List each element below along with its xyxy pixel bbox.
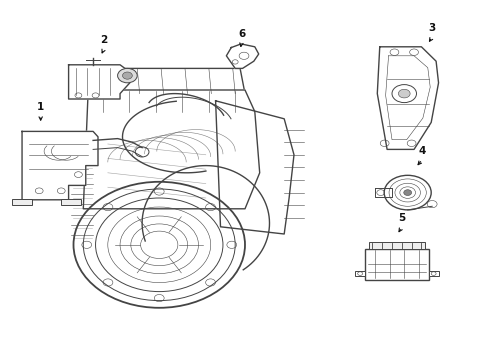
Circle shape — [122, 72, 132, 79]
FancyBboxPatch shape — [12, 199, 32, 205]
Polygon shape — [375, 188, 392, 197]
Text: 4: 4 — [418, 146, 426, 156]
Polygon shape — [226, 44, 259, 68]
Polygon shape — [377, 47, 439, 149]
Text: 2: 2 — [100, 35, 107, 45]
FancyBboxPatch shape — [355, 271, 365, 276]
FancyBboxPatch shape — [365, 249, 429, 280]
Text: 1: 1 — [37, 102, 44, 112]
Text: 3: 3 — [429, 23, 436, 33]
Text: 6: 6 — [238, 28, 245, 39]
Polygon shape — [22, 131, 98, 200]
Polygon shape — [69, 65, 130, 99]
Circle shape — [384, 175, 431, 210]
Polygon shape — [216, 101, 294, 234]
Polygon shape — [105, 68, 245, 94]
Circle shape — [404, 190, 412, 195]
FancyBboxPatch shape — [61, 199, 81, 205]
Circle shape — [398, 89, 410, 98]
Polygon shape — [83, 90, 260, 209]
FancyBboxPatch shape — [369, 242, 425, 249]
Text: 5: 5 — [398, 213, 405, 223]
FancyBboxPatch shape — [429, 271, 439, 276]
Circle shape — [118, 68, 137, 83]
